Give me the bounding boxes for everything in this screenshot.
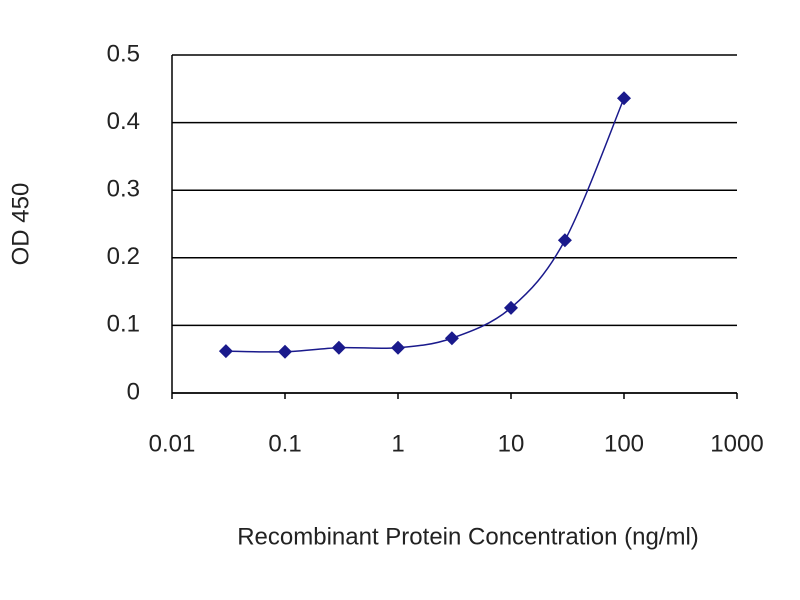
y-tick-label: 0.4 (107, 108, 140, 135)
y-tick-label: 0.2 (107, 243, 140, 270)
x-tick-label: 0.01 (149, 430, 196, 457)
x-axis-label: Recombinant Protein Concentration (ng/ml… (237, 523, 699, 550)
y-tick-label: 0.5 (107, 40, 140, 67)
data-point (278, 344, 292, 359)
y-tick-label: 0 (127, 378, 140, 405)
data-point (617, 91, 631, 106)
y-tick-label: 0.1 (107, 311, 140, 338)
data-point (391, 340, 405, 355)
x-tick-label: 0.1 (268, 430, 301, 457)
data-point (557, 233, 572, 248)
data-point (444, 331, 459, 346)
data-point (218, 344, 233, 359)
data-line (225, 97, 625, 353)
data-point (331, 340, 346, 355)
y-tick-label: 0.3 (107, 176, 140, 203)
x-tick-label: 1 (391, 430, 404, 457)
x-tick-label: 1000 (710, 430, 763, 457)
x-tick-label: 10 (498, 430, 525, 457)
x-tick-label: 100 (604, 430, 644, 457)
data-point (504, 300, 518, 315)
y-axis-label: OD 450 (7, 183, 34, 266)
